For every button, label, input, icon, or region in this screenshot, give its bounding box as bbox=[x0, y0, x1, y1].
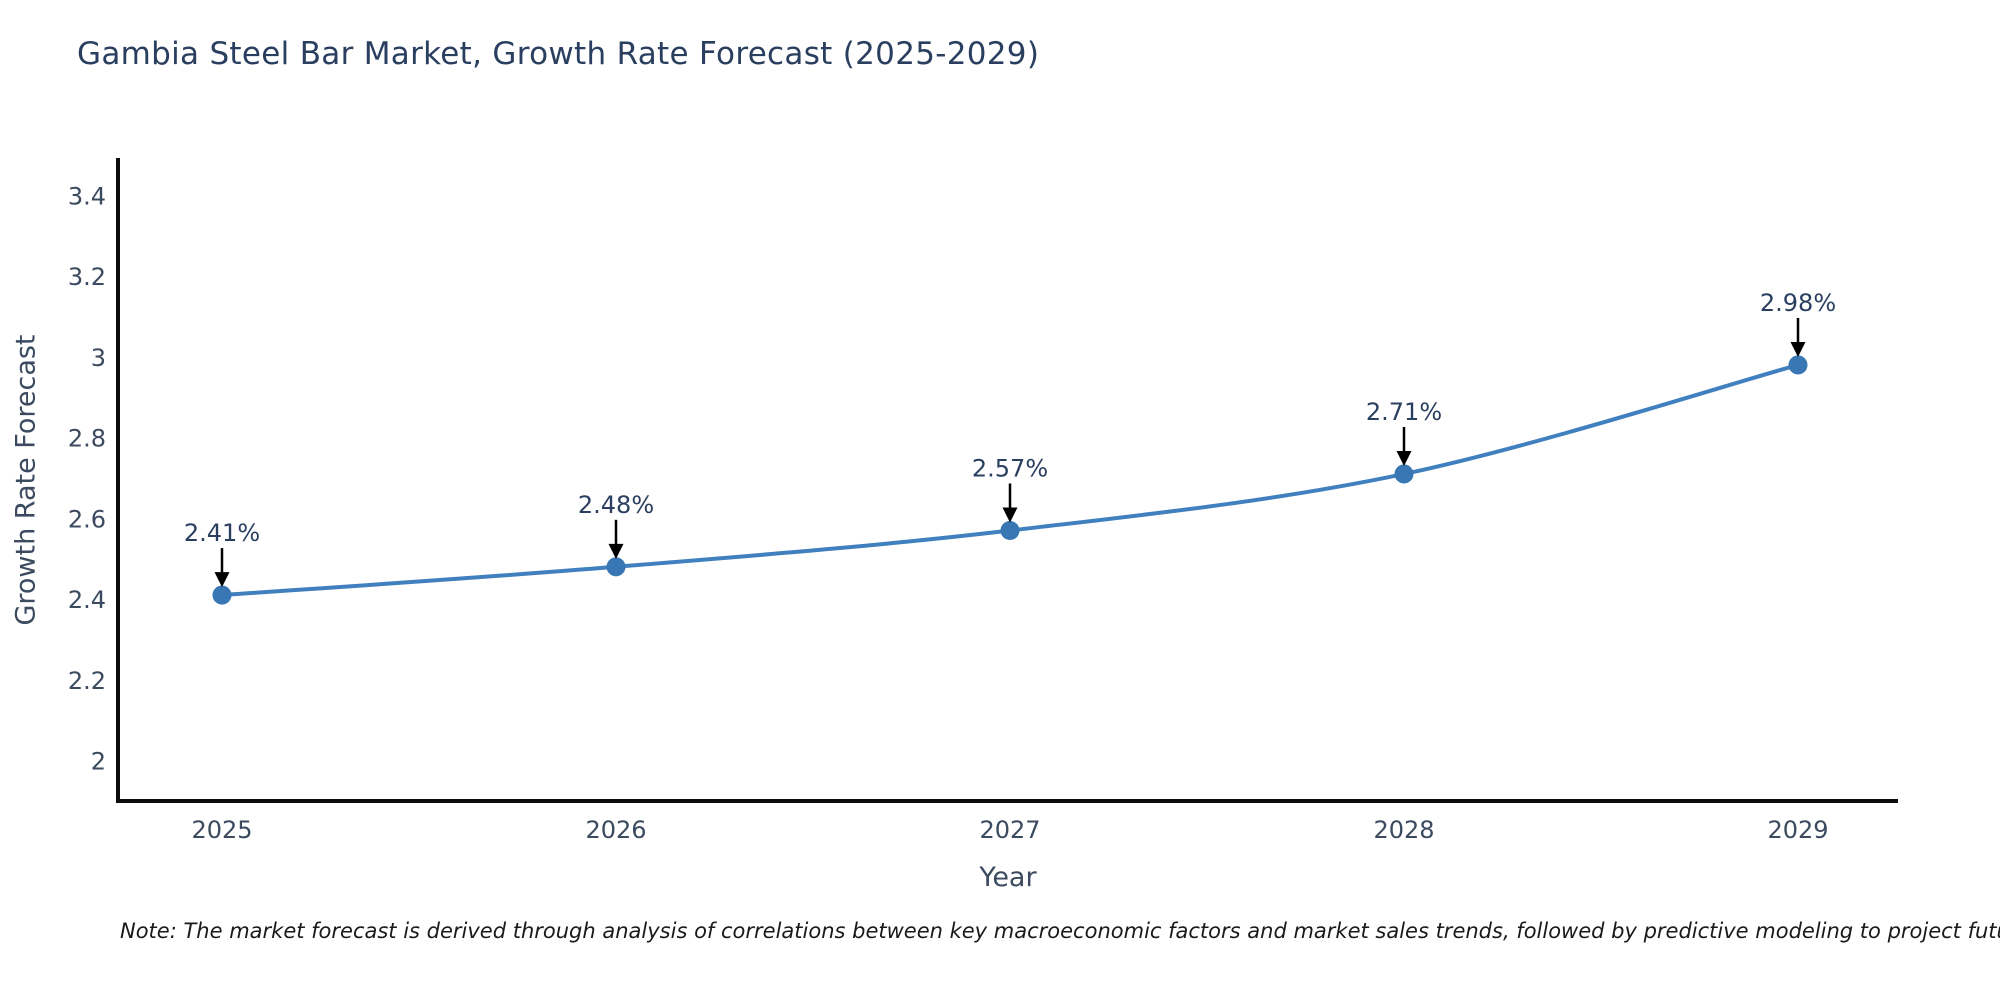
x-tick-label: 2028 bbox=[1373, 816, 1434, 844]
data-point-label: 2.48% bbox=[578, 491, 654, 519]
x-axis-title: Year bbox=[979, 862, 1037, 893]
y-tick-label: 2.6 bbox=[68, 505, 106, 533]
y-tick-label: 3 bbox=[91, 344, 106, 372]
y-tick-label: 2.2 bbox=[68, 667, 106, 695]
y-tick-label: 2.4 bbox=[68, 586, 106, 614]
footnote: Note: The market forecast is derived thr… bbox=[120, 919, 2000, 943]
data-point-marker bbox=[212, 585, 232, 605]
y-tick-label: 2.8 bbox=[68, 425, 106, 453]
data-point-label: 2.98% bbox=[1760, 289, 1836, 317]
annotation-arrow-head bbox=[608, 543, 624, 559]
data-point-label: 2.57% bbox=[972, 454, 1048, 482]
data-point-marker bbox=[606, 557, 626, 577]
data-point-marker bbox=[1000, 520, 1020, 540]
x-tick-label: 2027 bbox=[979, 816, 1040, 844]
data-point-marker bbox=[1788, 355, 1808, 375]
x-tick-label: 2025 bbox=[191, 816, 252, 844]
annotation-arrow-head bbox=[214, 572, 230, 588]
annotation-arrow-head bbox=[1002, 507, 1018, 523]
x-tick-label: 2026 bbox=[585, 816, 646, 844]
chart-title: Gambia Steel Bar Market, Growth Rate For… bbox=[77, 36, 1040, 72]
x-tick-label: 2029 bbox=[1767, 816, 1828, 844]
annotation-arrow-head bbox=[1790, 341, 1806, 357]
y-tick-label: 3.4 bbox=[68, 182, 106, 210]
y-tick-label: 3.2 bbox=[68, 263, 106, 291]
data-point-label: 2.71% bbox=[1366, 398, 1442, 426]
annotation-arrow-head bbox=[1396, 450, 1412, 466]
data-point-marker bbox=[1394, 464, 1414, 484]
y-tick-label: 2 bbox=[91, 748, 106, 776]
y-axis-title: Growth Rate Forecast bbox=[10, 334, 42, 626]
data-point-label: 2.41% bbox=[184, 519, 260, 547]
